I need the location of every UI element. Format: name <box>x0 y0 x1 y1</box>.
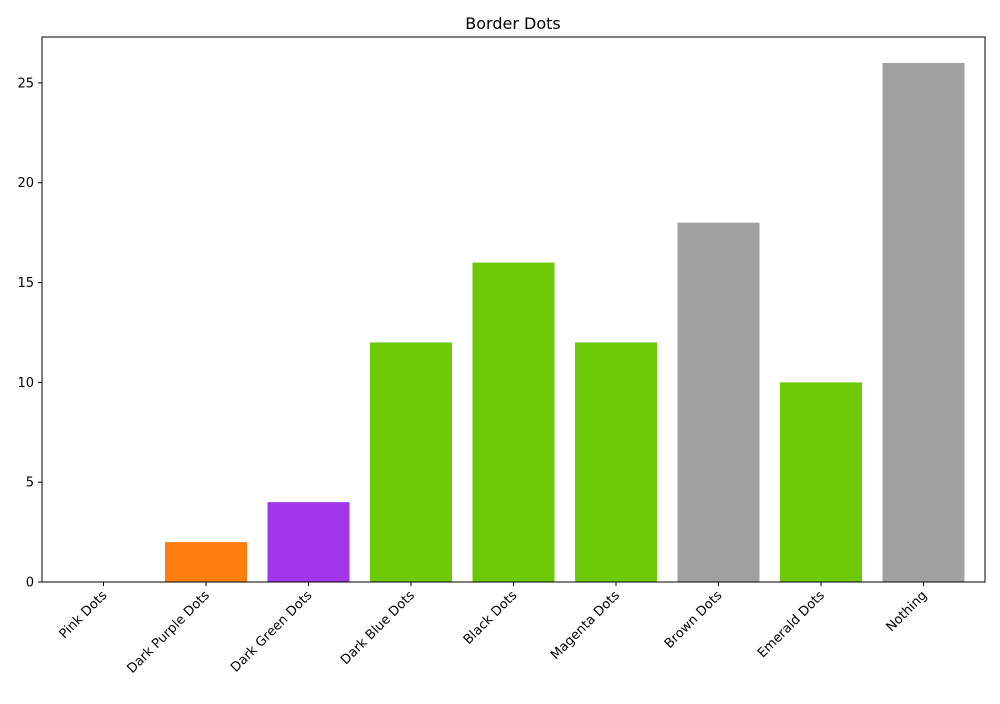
x-tick-label: Nothing <box>884 588 931 635</box>
bar-dark-blue-dots <box>370 342 452 582</box>
x-tick-label: Emerald Dots <box>755 588 828 661</box>
x-tick-label: Brown Dots <box>662 588 726 652</box>
y-tick-label: 15 <box>17 276 34 291</box>
x-tick-label: Dark Blue Dots <box>338 588 418 668</box>
bars <box>165 62 965 582</box>
bar-dark-green-dots <box>267 502 350 582</box>
y-tick-label: 25 <box>17 76 34 91</box>
y-tick-label: 10 <box>17 376 34 391</box>
x-tick-label: Pink Dots <box>57 588 111 642</box>
y-axis: 0 5 10 15 20 25 <box>17 76 42 591</box>
y-tick-label: 5 <box>26 476 34 491</box>
bar-emerald-dots <box>780 382 862 582</box>
chart-title: Border Dots <box>465 14 560 33</box>
x-tick-label: Dark Purple Dots <box>124 588 213 677</box>
bar-black-dots <box>472 262 555 582</box>
x-tick-label: Black Dots <box>461 588 521 648</box>
x-axis: Pink Dots Dark Purple Dots Dark Green Dots… <box>57 582 931 677</box>
x-tick-label: Dark Green Dots <box>228 588 315 675</box>
y-tick-label: 0 <box>26 576 34 591</box>
y-tick-label: 20 <box>17 176 34 191</box>
bar-dark-purple-dots <box>165 542 247 582</box>
bar-brown-dots <box>677 222 760 582</box>
x-tick-label: Magenta Dots <box>548 588 623 663</box>
plot-frame <box>41 36 986 583</box>
bar-magenta-dots <box>575 342 657 582</box>
bar-nothing <box>882 62 965 582</box>
